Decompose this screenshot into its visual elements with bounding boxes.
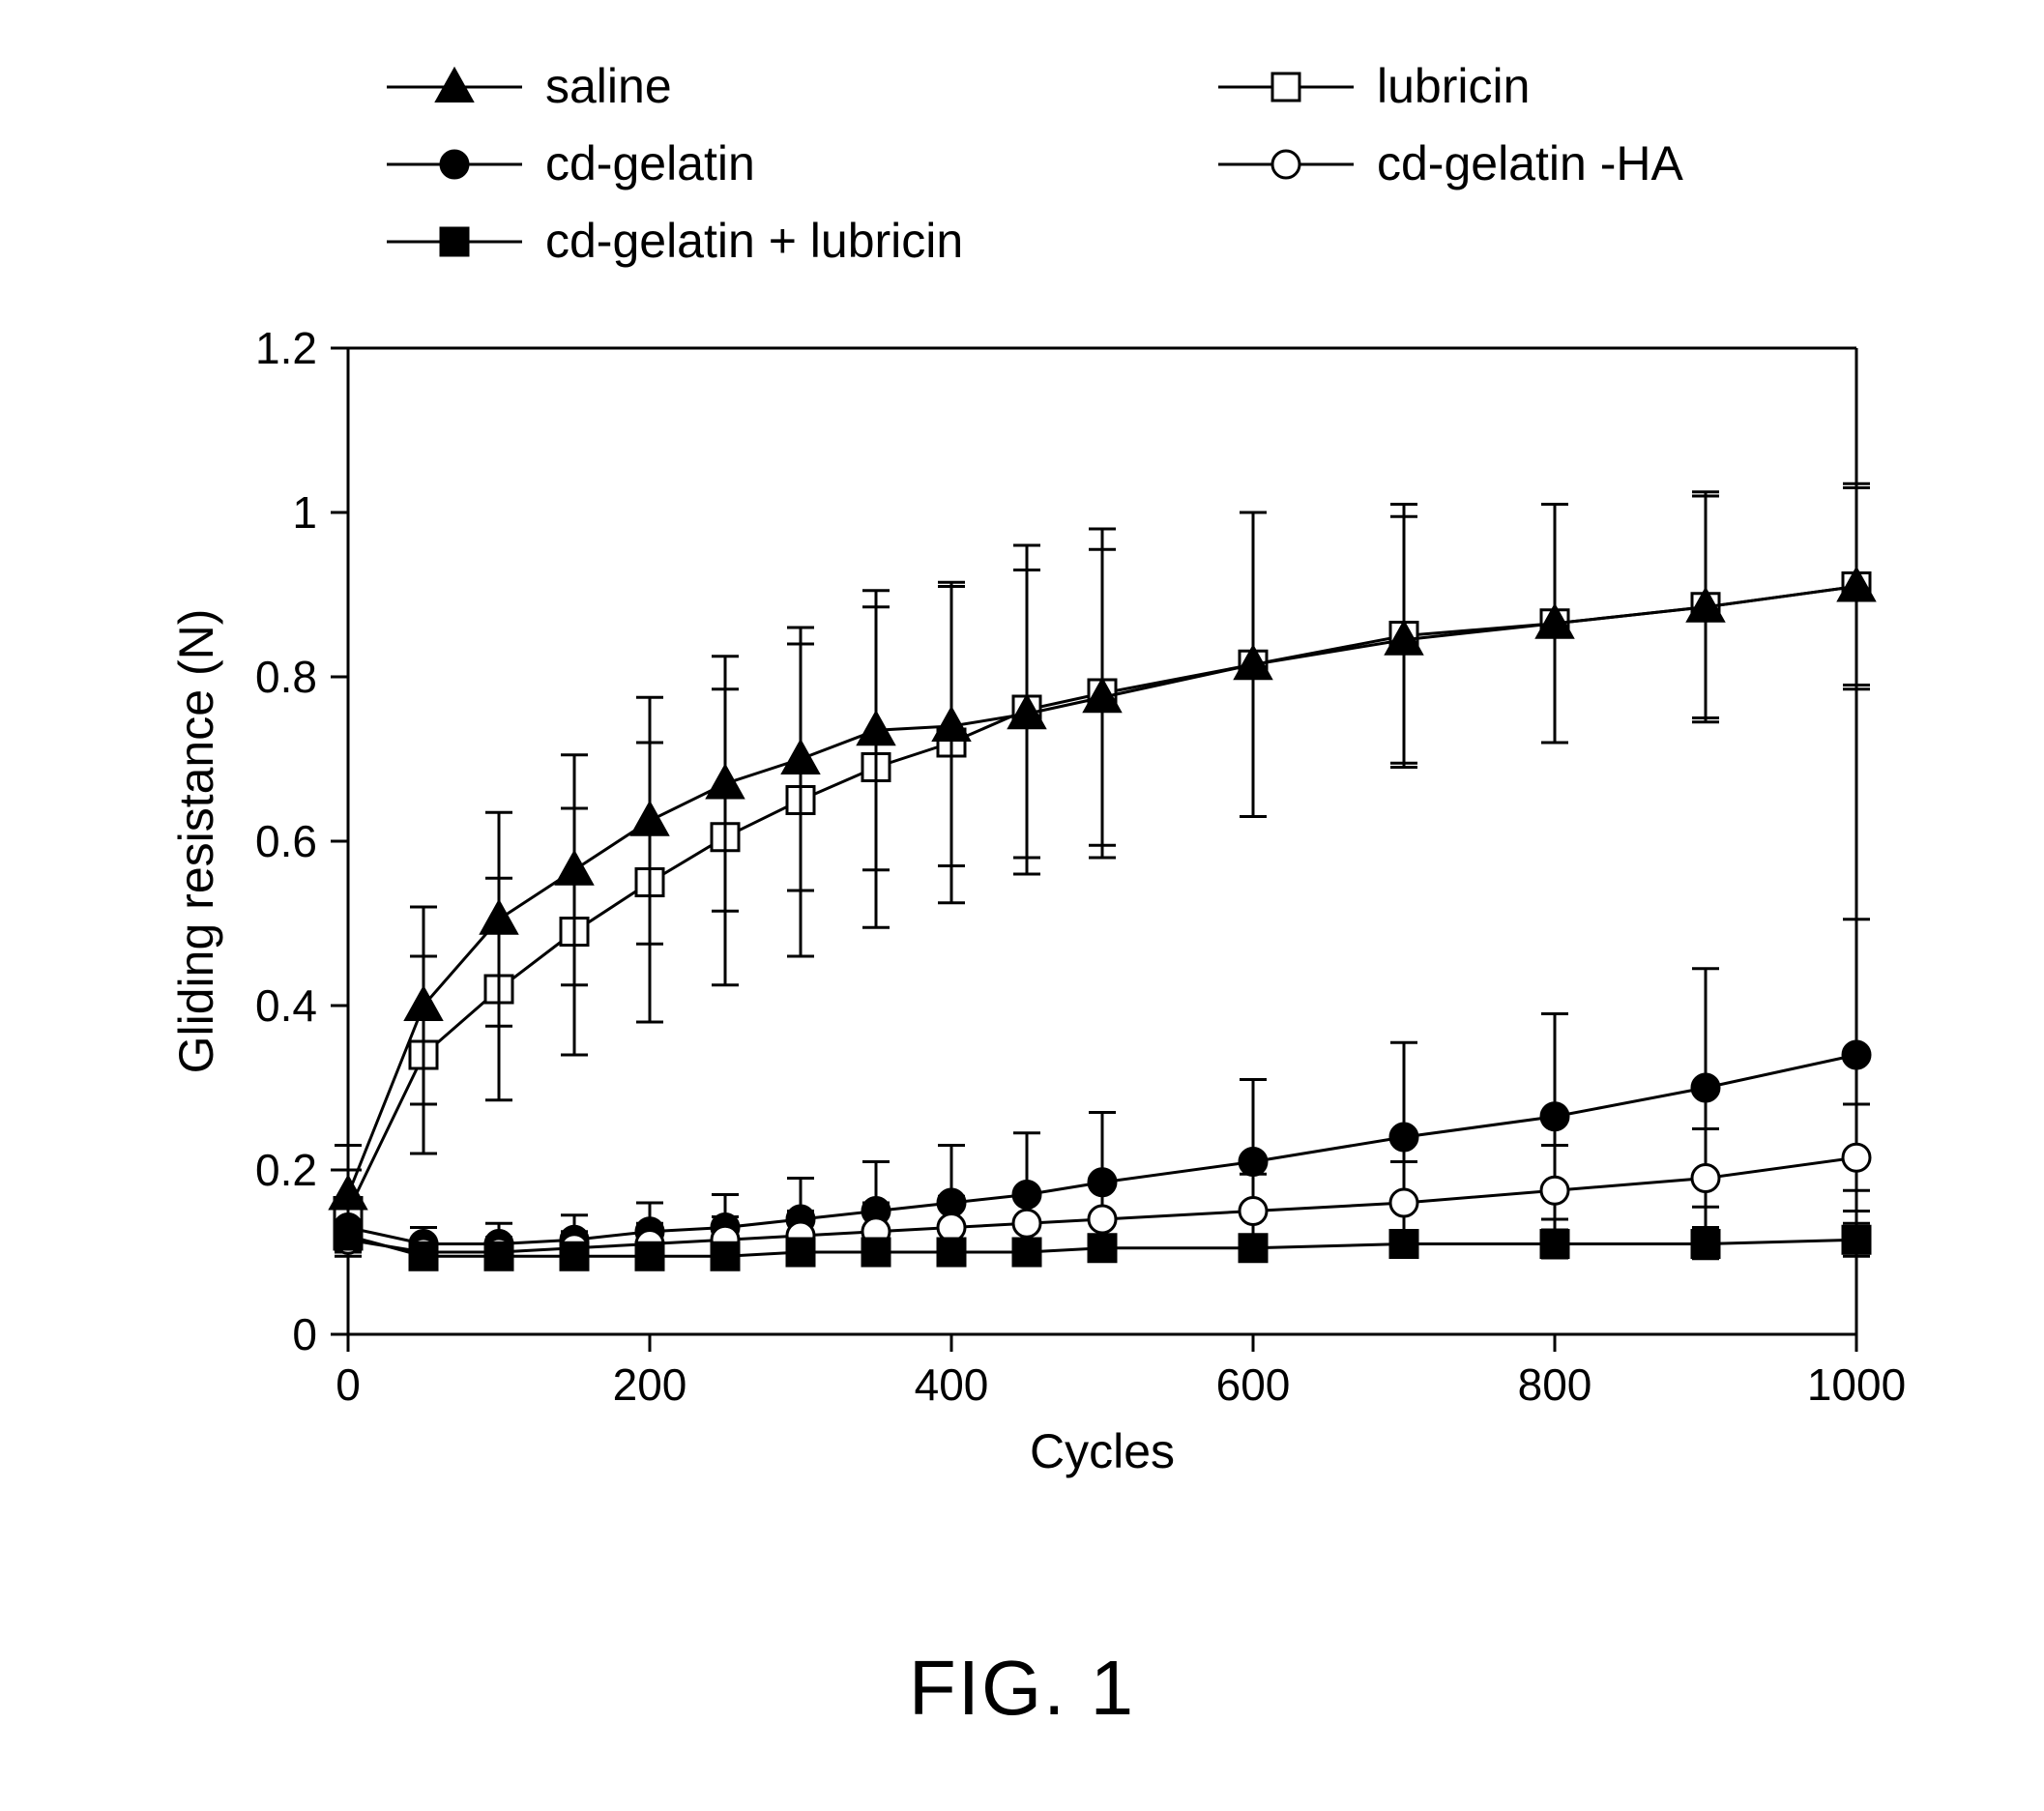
x-tick-label: 200 xyxy=(613,1359,687,1410)
y-tick-label: 0.4 xyxy=(255,980,317,1031)
legend-label: saline xyxy=(545,59,672,113)
chart-svg: 0 200 400 600 800 1000 0 0.2 0.4 0.6 0.8 1 1.2 Cycles… xyxy=(0,0,2044,1547)
y-tick-label: 0.2 xyxy=(255,1145,317,1195)
legend-label: cd-gelatin xyxy=(545,136,755,190)
y-tick-label: 0.8 xyxy=(255,652,317,702)
y-tick-label: 1.2 xyxy=(255,323,317,373)
page: 0 200 400 600 800 1000 0 0.2 0.4 0.6 0.8 1 1.2 Cycles… xyxy=(0,0,2044,1811)
legend-label: cd-gelatin + lubricin xyxy=(545,214,963,268)
y-tick-label: 0 xyxy=(292,1309,317,1359)
x-tick-label: 400 xyxy=(915,1359,989,1410)
y-tick-label: 1 xyxy=(292,487,317,538)
x-tick-label: 1000 xyxy=(1807,1359,1906,1410)
y-axis-label: Gliding resistance (N) xyxy=(169,609,223,1074)
x-axis-label: Cycles xyxy=(1030,1424,1175,1478)
y-tick-label: 0.6 xyxy=(255,816,317,866)
chart-container: 0 200 400 600 800 1000 0 0.2 0.4 0.6 0.8 1 1.2 Cycles… xyxy=(0,0,2044,1547)
x-tick-label: 0 xyxy=(336,1359,361,1410)
figure-label: FIG. 1 xyxy=(0,1644,2044,1733)
x-tick-label: 600 xyxy=(1216,1359,1291,1410)
legend-label: lubricin xyxy=(1377,59,1530,113)
legend-label: cd-gelatin -HA xyxy=(1377,136,1683,190)
x-tick-label: 800 xyxy=(1518,1359,1592,1410)
